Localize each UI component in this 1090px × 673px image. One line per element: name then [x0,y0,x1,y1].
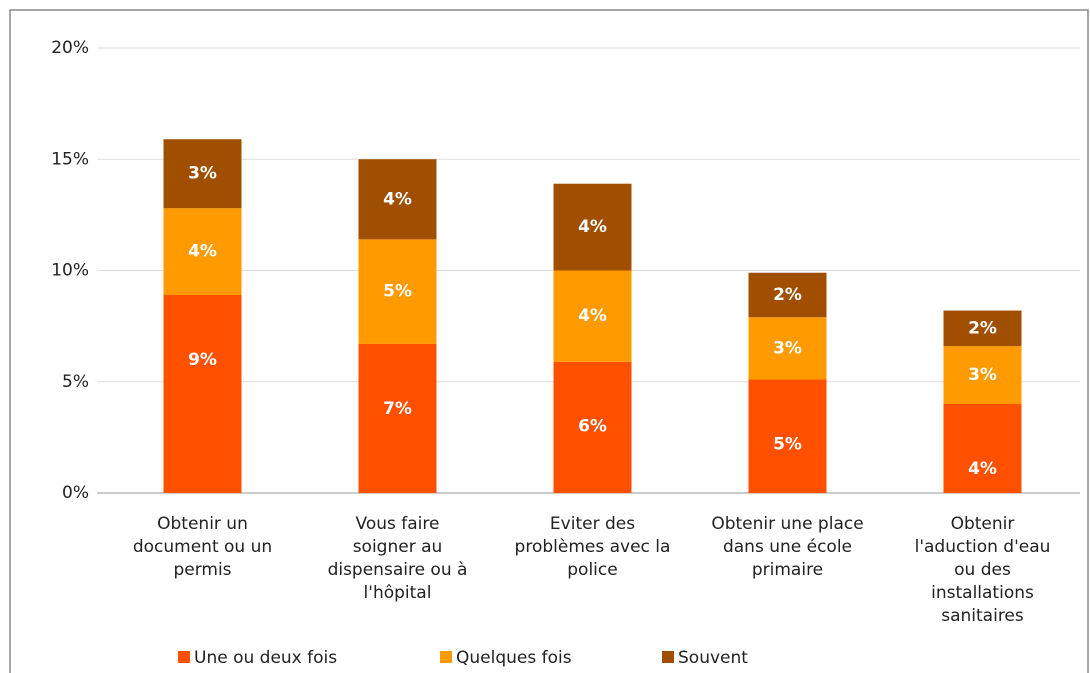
bar-segment [553,361,632,493]
y-tick-label: 5% [62,372,89,392]
y-tick-label: 10% [51,261,89,281]
bar-segment [163,139,242,209]
legend-swatch [440,651,452,663]
bar-segment [943,346,1022,404]
value-label: 5% [383,282,412,302]
value-label: 2% [968,318,997,338]
y-tick-label: 15% [51,149,89,169]
value-label: 4% [383,189,412,209]
bar-segment [163,208,242,295]
value-label: 6% [578,417,607,437]
value-label: 2% [773,285,802,305]
value-label: 7% [383,399,412,419]
chart-frame [9,9,1089,673]
legend-swatch [178,651,190,663]
bar-segment [358,159,437,240]
legend-label: Une ou deux fois [194,648,337,668]
y-tick-label: 20% [51,38,89,58]
bar-segment [943,310,1022,347]
value-label: 3% [773,338,802,358]
value-label: 4% [578,217,607,237]
x-tick-label: Obtenir un document ou un permis [133,514,272,580]
bar-segment [748,379,827,493]
value-label: 4% [578,306,607,326]
bar-segment [748,317,827,380]
value-label: 3% [968,365,997,385]
legend-swatch [662,651,674,663]
value-label: 9% [188,350,217,370]
x-tick-label: Vous faire soigner au dispensaire ou à l'hô… [328,514,468,603]
bar-segment [358,239,437,344]
bar-segment [943,404,1022,493]
bar-segment [553,270,632,362]
legend-label: Souvent [678,648,748,668]
bar-segment [748,272,827,318]
x-tick-label: Obtenir une place dans une école primaire [711,514,863,580]
bar-segment [553,183,632,271]
value-label: 3% [188,164,217,184]
value-label: 4% [968,459,997,479]
x-tick-label: Obtenir l'aduction d'eau ou des installatio… [915,514,1051,626]
bar-segment [358,343,437,493]
legend-label: Quelques fois [456,648,572,668]
y-tick-label: 0% [62,483,89,503]
value-label: 4% [188,242,217,262]
x-tick-label: Eviter des problèmes avec la police [515,514,671,580]
value-label: 5% [773,435,802,455]
bar-segment [163,294,242,493]
